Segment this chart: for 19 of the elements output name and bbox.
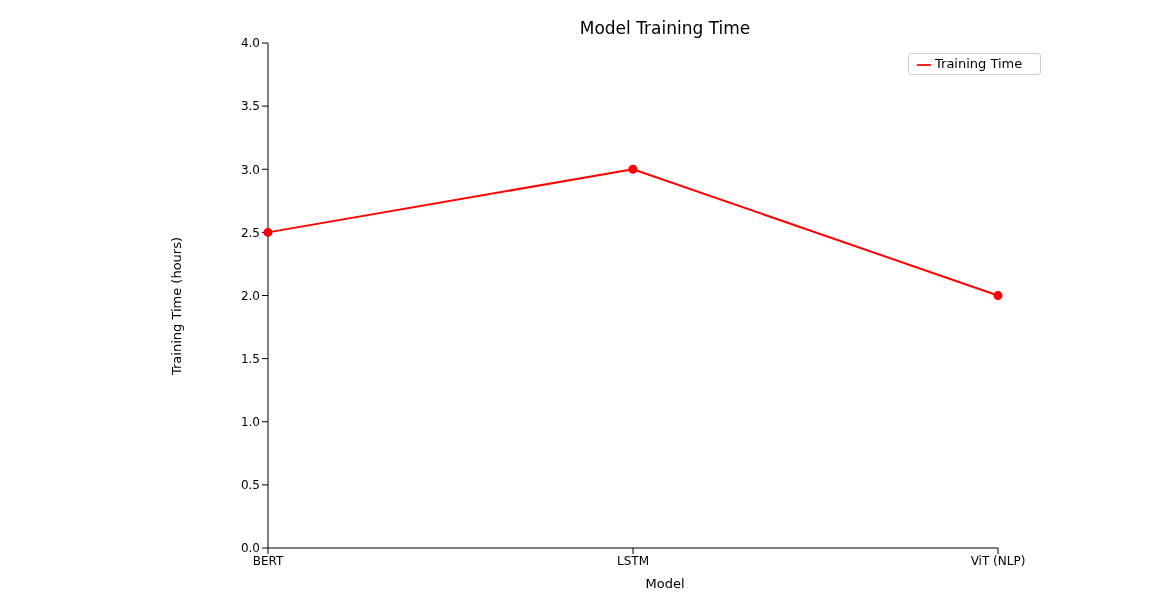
y-axis-title: Training Time (hours) — [168, 236, 184, 376]
x-tick-label: ViT (NLP) — [970, 553, 1026, 568]
y-tick-label: 0.5 — [240, 478, 260, 493]
y-tick-label: 1.5 — [240, 351, 260, 366]
y-tick-label: 1.0 — [240, 415, 260, 430]
y-tick-label: 0.0 — [240, 541, 260, 556]
y-tick-label: 2.5 — [240, 225, 260, 240]
point — [628, 164, 638, 174]
legend-label: Training Time — [935, 56, 1023, 71]
x-tick-label: BERT — [252, 553, 284, 568]
y-tick-label: 4.0 — [240, 36, 260, 51]
y-tick-label: 3.0 — [240, 162, 260, 177]
point — [993, 291, 1003, 300]
chart-title: Model Training Time — [578, 18, 752, 38]
y-tick-label: 2.0 — [240, 288, 260, 303]
x-axis-title: Model — [644, 576, 686, 591]
point — [263, 227, 273, 237]
y-tick-label: 3.5 — [240, 99, 260, 114]
x-tick-label: LSTM — [617, 553, 649, 568]
